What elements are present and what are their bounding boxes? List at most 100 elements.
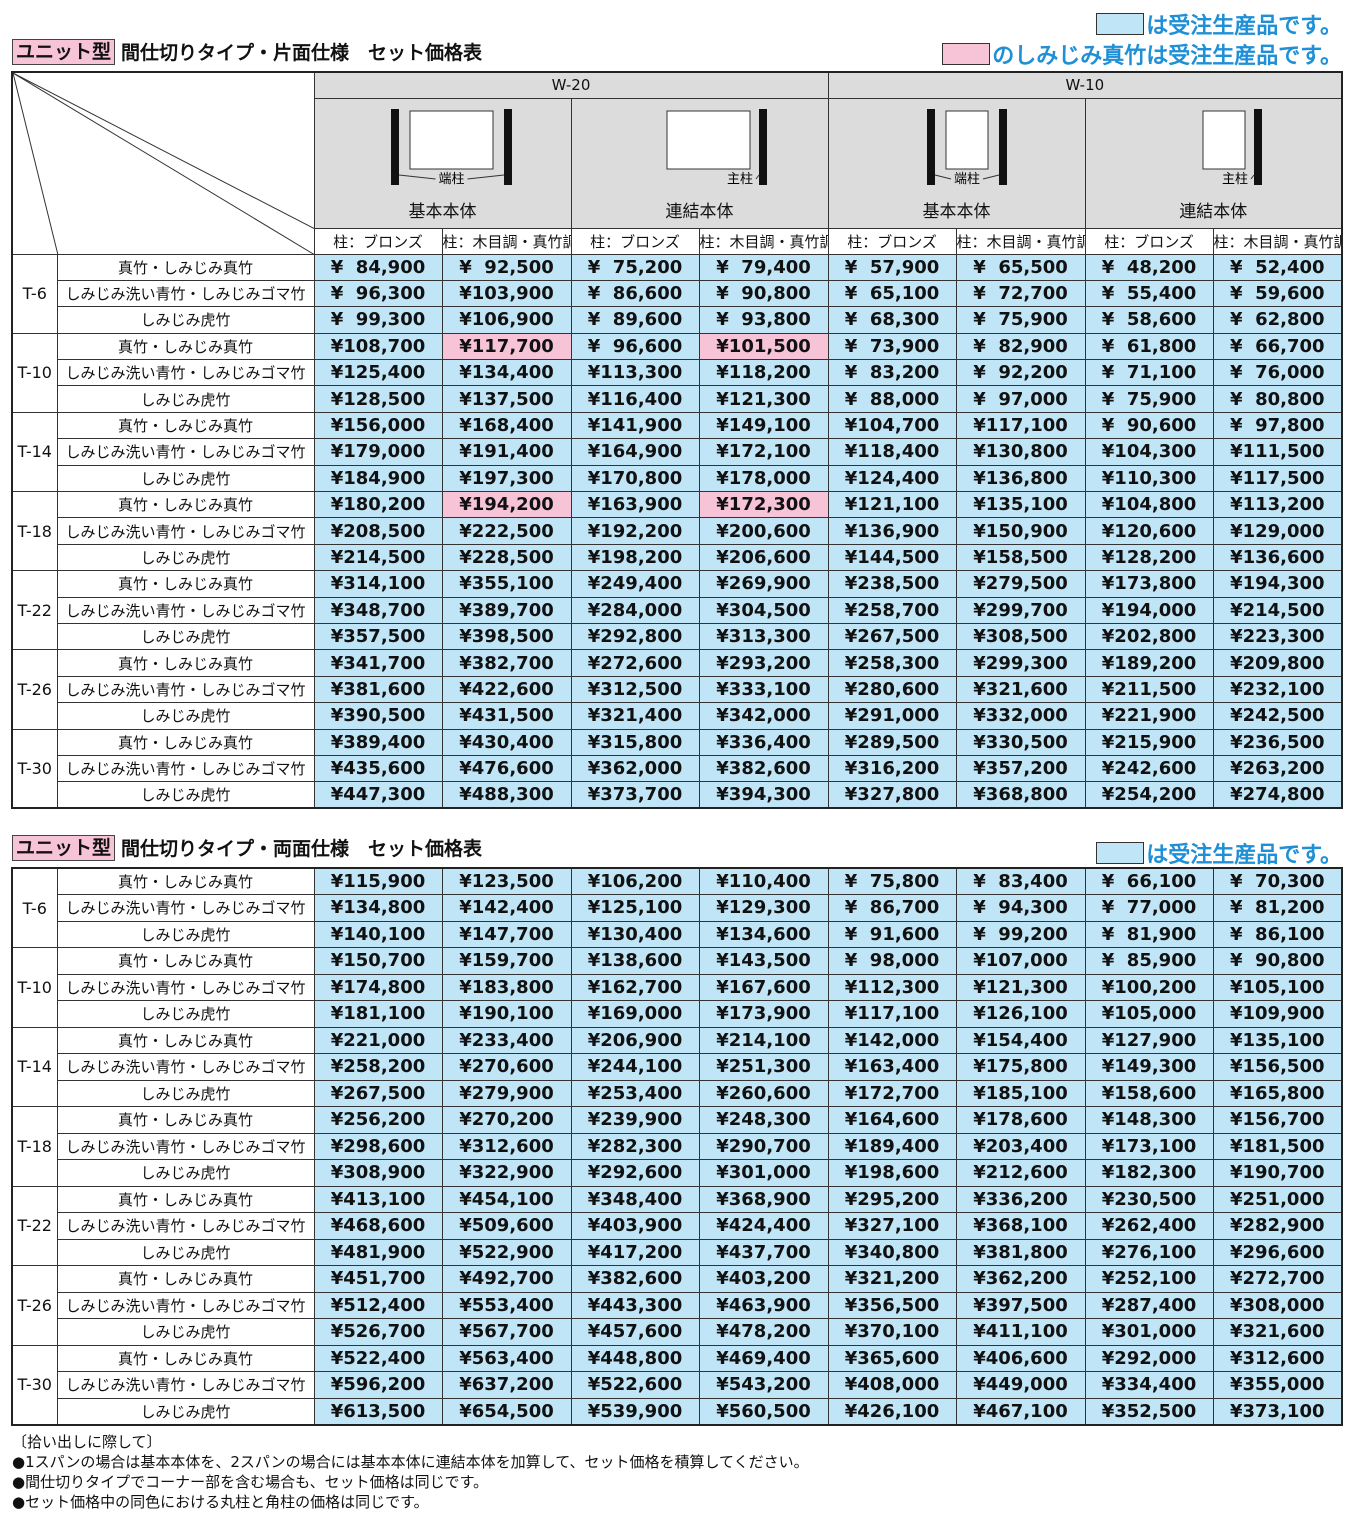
price: ¥147,700 — [441, 920, 572, 948]
row: しみじみ洗い青竹・しみじみゴマ竹 ¥174,800 ¥183,800 ¥162,700… — [12, 973, 1343, 1001]
price: ¥362,200 — [955, 1265, 1086, 1293]
price: ¥124,400 — [827, 464, 957, 493]
price: ¥206,900 — [570, 1026, 700, 1054]
post-label: 端柱 — [438, 172, 464, 187]
row: しみじみ虎竹 ¥181,100 ¥190,100 ¥169,000 ¥173,900 ¥1… — [12, 1000, 1343, 1028]
diagram: 主柱 — [666, 108, 767, 187]
price: ¥104,700 — [827, 411, 957, 440]
row: T-30 真竹・しみじみ真竹 ¥522,400 ¥563,400 ¥448,800 ¥46… — [11, 1344, 1343, 1425]
price: ¥492,700 — [441, 1265, 572, 1293]
price: ¥254,200 — [1084, 781, 1214, 809]
price: ¥173,900 — [698, 1000, 829, 1028]
price: ¥158,500 — [955, 543, 1086, 572]
price: ¥236,500 — [1212, 728, 1343, 756]
price: ¥197,300 — [441, 464, 572, 493]
row-name: しみじみ虎竹 — [56, 920, 315, 948]
leader — [755, 174, 759, 179]
price: ¥198,200 — [570, 543, 700, 572]
price: ¥ 83,200 — [827, 359, 957, 387]
diagram: 端柱 — [390, 108, 512, 187]
price: ¥ 82,900 — [955, 332, 1086, 361]
price: ¥183,800 — [441, 973, 572, 1001]
price: ¥ 90,800 — [1212, 947, 1343, 975]
price: ¥112,300 — [827, 973, 957, 1001]
row: T-26 真竹・しみじみ真竹 ¥341,700 ¥382,700 ¥272,600 ¥29… — [11, 649, 1343, 730]
price: ¥118,400 — [827, 438, 957, 466]
row-name: しみじみ洗い青竹・しみじみゴマ竹 — [56, 894, 315, 922]
price: ¥449,000 — [955, 1371, 1086, 1399]
row: しみじみ洗い青竹・しみじみゴマ竹 ¥596,200 ¥637,200 ¥522,600… — [12, 1371, 1343, 1399]
price: ¥170,800 — [570, 464, 700, 493]
price: ¥272,700 — [1212, 1265, 1343, 1293]
row-name: しみじみ洗い青竹・しみじみゴマ竹 — [56, 1053, 315, 1081]
price: ¥312,600 — [441, 1132, 572, 1160]
diagonal-line — [13, 73, 59, 253]
price: ¥289,500 — [827, 728, 957, 756]
panel — [1202, 110, 1246, 169]
row-name: 真竹・しみじみ真竹 — [56, 867, 315, 895]
price: ¥230,500 — [1084, 1185, 1214, 1213]
table-title: ユニット型 間仕切りタイプ・両面仕様 セット価格表 — [12, 834, 482, 861]
row: しみじみ虎竹 ¥267,500 ¥279,900 ¥253,400 ¥260,600 ¥1… — [12, 1079, 1343, 1107]
price: ¥178,600 — [955, 1106, 1086, 1134]
price: ¥ 76,000 — [1212, 359, 1343, 387]
badge: ユニット型 — [12, 834, 116, 861]
group-label: T-10 — [11, 332, 58, 413]
row: しみじみ虎竹 ¥357,500 ¥398,500 ¥292,800 ¥313,300 ¥2… — [12, 622, 1343, 651]
price: ¥426,100 — [827, 1397, 957, 1425]
price: ¥382,600 — [698, 754, 829, 783]
row-name: しみじみ洗い青竹・しみじみゴマ竹 — [56, 1132, 315, 1160]
price: ¥194,200 — [441, 491, 572, 519]
price: ¥228,500 — [441, 543, 572, 572]
price: ¥398,500 — [441, 622, 572, 651]
row-name: しみじみ洗い青竹・しみじみゴマ竹 — [56, 1371, 315, 1399]
price: ¥172,300 — [698, 491, 829, 519]
price: ¥208,500 — [313, 517, 443, 545]
row: T-22 真竹・しみじみ真竹 ¥314,100 ¥355,100 ¥249,400 ¥26… — [11, 570, 1343, 651]
legend-blue: は受注生産品です。 — [1096, 837, 1342, 869]
table1-wrap: W-20 W-10 端柱 基本本体 主柱 連結本体 端柱 基本本体 主柱 連結本体 柱：ブロンズ 柱：… — [11, 71, 1344, 810]
part-caption: 連結本体 — [1179, 201, 1248, 222]
price: ¥ 65,500 — [955, 253, 1086, 281]
price: ¥543,200 — [698, 1371, 829, 1399]
price: ¥ 86,600 — [570, 279, 700, 308]
group-label: T-30 — [11, 1344, 58, 1425]
price: ¥368,100 — [955, 1212, 1086, 1240]
diagonal — [13, 73, 313, 253]
row: しみじみ虎竹 ¥308,900 ¥322,900 ¥292,600 ¥301,000 ¥1… — [12, 1159, 1343, 1187]
price: ¥ 68,300 — [827, 306, 957, 334]
price: ¥249,400 — [570, 570, 700, 598]
price: ¥488,300 — [441, 781, 572, 809]
row-name: しみじみ虎竹 — [56, 781, 315, 809]
row: しみじみ洗い青竹・しみじみゴマ竹 ¥134,800 ¥142,400 ¥125,100… — [12, 894, 1343, 922]
row: しみじみ洗い青竹・しみじみゴマ竹 ¥208,500 ¥222,500 ¥192,200… — [12, 517, 1343, 545]
price: ¥327,100 — [827, 1212, 957, 1240]
price: ¥389,400 — [313, 728, 443, 756]
price: ¥406,600 — [955, 1344, 1086, 1372]
price: ¥137,500 — [441, 385, 572, 413]
price: ¥154,400 — [955, 1026, 1086, 1054]
price: ¥ 48,200 — [1084, 253, 1214, 281]
price: ¥563,400 — [441, 1344, 572, 1372]
price: ¥179,000 — [313, 438, 443, 466]
row: しみじみ洗い青竹・しみじみゴマ竹 ¥258,200 ¥270,600 ¥244,100… — [12, 1053, 1343, 1081]
price: ¥221,900 — [1084, 702, 1214, 730]
price: ¥181,500 — [1212, 1132, 1343, 1160]
price: ¥125,400 — [313, 359, 443, 387]
row-name: しみじみ虎竹 — [56, 385, 315, 413]
price: ¥279,500 — [955, 570, 1086, 598]
price: ¥127,900 — [1084, 1026, 1214, 1054]
price: ¥348,700 — [313, 596, 443, 624]
price: ¥381,800 — [955, 1238, 1086, 1266]
table-body: T-6 真竹・しみじみ真竹 ¥ 84,900 ¥ 92,500 ¥ 75,200 ¥ 79… — [11, 253, 1343, 809]
group-label: T-26 — [11, 649, 58, 730]
price: ¥ 57,900 — [827, 253, 957, 281]
leader — [982, 174, 999, 179]
row-name: しみじみ虎竹 — [56, 1079, 315, 1107]
note: ●間仕切りタイプでコーナー部を含む場合も、セット価格は同じです。 — [12, 1473, 489, 1491]
price: ¥129,300 — [698, 894, 829, 922]
price: ¥437,700 — [698, 1238, 829, 1266]
row: T-18 真竹・しみじみ真竹 ¥180,200 ¥194,200 ¥163,900 ¥17… — [11, 491, 1343, 572]
price: ¥381,600 — [313, 675, 443, 704]
price: ¥272,600 — [570, 649, 700, 677]
